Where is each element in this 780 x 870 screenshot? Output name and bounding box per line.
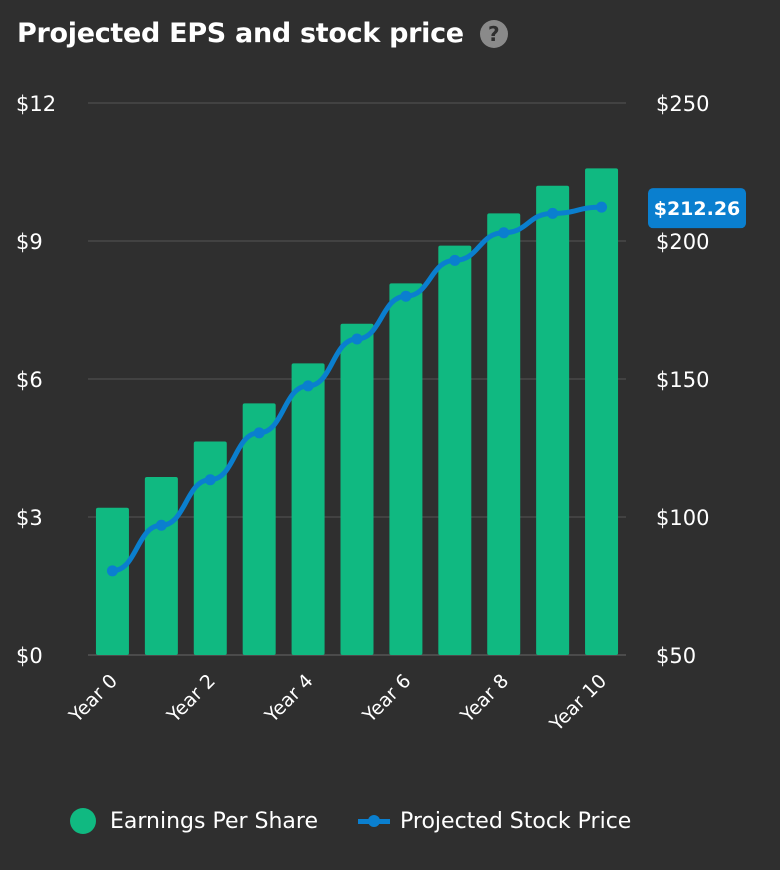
y-left-tick-label: $6 xyxy=(16,368,43,392)
y-right-tick-label: $150 xyxy=(656,368,709,392)
y-left-tick-label: $0 xyxy=(16,644,43,668)
price-point xyxy=(106,565,118,577)
eps-bar xyxy=(487,213,521,655)
x-tick-label: Year 8 xyxy=(456,670,514,728)
help-icon[interactable]: ? xyxy=(479,19,508,48)
eps-bar xyxy=(438,245,472,655)
price-point xyxy=(547,207,559,219)
legend-price-swatch xyxy=(358,814,391,827)
eps-bar xyxy=(389,283,423,655)
last-value-label: $212.26 xyxy=(654,198,741,220)
legend-item-price[interactable]: Projected Stock Price xyxy=(358,809,631,834)
price-point xyxy=(204,474,216,486)
price-point xyxy=(498,227,510,239)
eps-bar xyxy=(144,476,178,655)
y-right-tick-label: $200 xyxy=(656,230,709,254)
price-point xyxy=(449,254,461,266)
eps-bar xyxy=(340,323,374,655)
x-tick-label: Year 6 xyxy=(358,670,416,728)
eps-bar xyxy=(242,403,276,655)
eps-bar xyxy=(536,185,570,656)
legend-price-label: Projected Stock Price xyxy=(400,808,632,834)
price-point xyxy=(351,333,363,345)
price-point xyxy=(596,201,608,213)
legend-eps-label: Earnings Per Share xyxy=(110,808,319,834)
chart-title: Projected EPS and stock price xyxy=(17,18,464,49)
x-tick-label: Year 10 xyxy=(545,670,611,736)
y-right-tick-label: $100 xyxy=(656,506,709,530)
y-left-tick-label: $12 xyxy=(16,92,56,116)
legend: Earnings Per Share Projected Stock Price xyxy=(70,808,631,834)
price-point xyxy=(253,427,265,439)
price-point xyxy=(302,380,314,392)
price-point xyxy=(155,519,167,531)
last-value-badge xyxy=(648,188,746,229)
x-tick-label: Year 0 xyxy=(64,670,122,728)
eps-bar xyxy=(585,168,619,655)
y-right-tick-label: $50 xyxy=(656,644,696,668)
legend-item-eps[interactable]: Earnings Per Share xyxy=(70,808,318,834)
eps-bar xyxy=(291,363,325,655)
eps-bar xyxy=(193,441,227,655)
y-left-tick-label: $3 xyxy=(16,506,43,530)
x-tick-label: Year 2 xyxy=(162,670,220,728)
price-point xyxy=(400,290,412,302)
legend-eps-swatch xyxy=(70,808,96,834)
x-tick-label: Year 4 xyxy=(260,670,318,728)
title-row: Projected EPS and stock price ? xyxy=(17,18,508,49)
y-left-tick-label: $9 xyxy=(16,230,43,254)
y-right-tick-label: $250 xyxy=(656,92,709,116)
eps-bar xyxy=(95,507,129,655)
